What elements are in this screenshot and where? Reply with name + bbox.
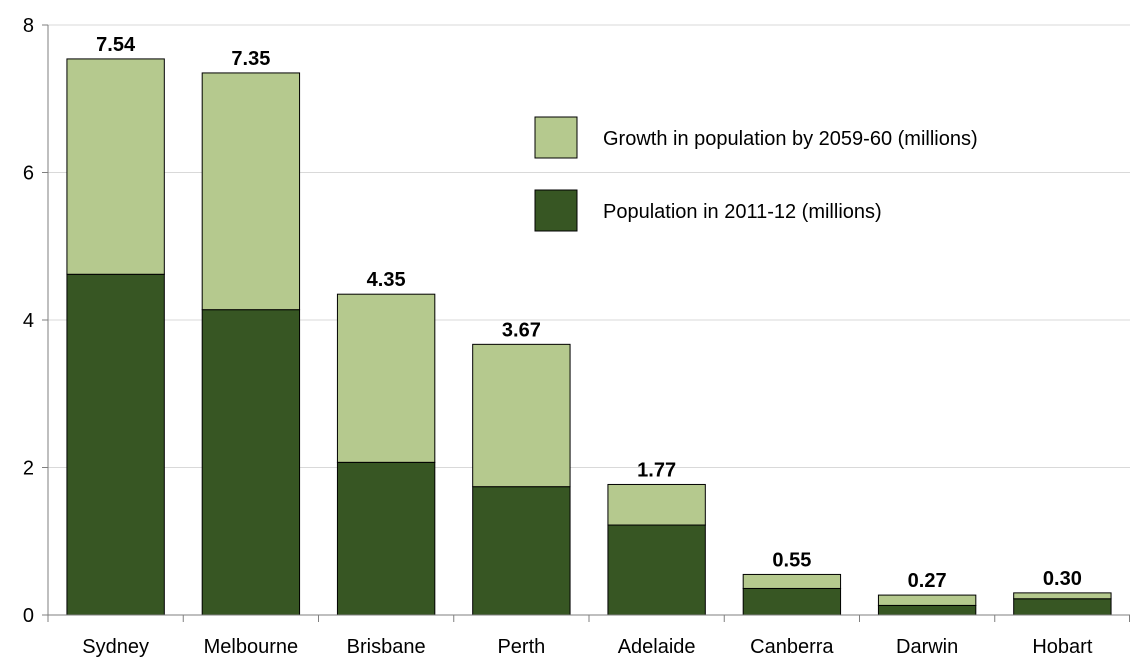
bar-total-label: 4.35 [367, 269, 406, 291]
x-category-label: Brisbane [347, 636, 426, 658]
bar-total-label: 3.67 [502, 319, 541, 341]
legend: Growth in population by 2059-60 (million… [534, 116, 978, 232]
bar-segment-population-2011-12 [66, 273, 165, 616]
y-tick-label: 4 [23, 310, 34, 332]
bar-segment-growth-2059-60 [1013, 592, 1112, 600]
bar-total-label: 0.30 [1043, 568, 1082, 590]
bar-segment-population-2011-12 [1013, 598, 1112, 616]
bar-segment-population-2011-12 [742, 587, 842, 616]
x-category-label: Darwin [896, 636, 958, 658]
bar-total-label: 7.54 [96, 34, 136, 56]
bar-segment-growth-2059-60 [607, 483, 706, 526]
legend-swatch [534, 189, 578, 232]
labels: 0 2 4 6 8 7.54 Sydney 7.35 Melbourne 4.35 Brisbane… [23, 15, 1093, 658]
legend-swatch [534, 116, 578, 159]
bar-total-label: 1.77 [637, 459, 676, 481]
legend-label: Growth in population by 2059-60 (million… [603, 128, 978, 150]
x-category-label: Sydney [82, 636, 149, 658]
legend-label: Population in 2011-12 (millions) [603, 201, 882, 223]
y-tick-label: 6 [23, 163, 34, 185]
x-category-label: Perth [497, 636, 545, 658]
y-tick-label: 2 [23, 458, 34, 480]
bar-segment-population-2011-12 [877, 604, 977, 616]
x-category-label: Canberra [750, 636, 834, 658]
bars [66, 58, 1112, 616]
x-category-label: Melbourne [204, 636, 299, 658]
bar-segment-population-2011-12 [201, 309, 301, 616]
bar-segment-growth-2059-60 [336, 293, 436, 463]
bar-segment-growth-2059-60 [742, 573, 842, 589]
bar-total-label: 7.35 [231, 48, 270, 70]
bar-segment-population-2011-12 [336, 461, 436, 616]
bar-segment-growth-2059-60 [877, 594, 977, 606]
bar-segment-population-2011-12 [607, 524, 706, 616]
x-category-label: Hobart [1032, 636, 1092, 658]
bar-total-label: 0.55 [772, 549, 811, 571]
y-tick-label: 0 [23, 605, 34, 627]
bar-total-label: 0.27 [908, 570, 947, 592]
x-category-label: Adelaide [618, 636, 696, 658]
bar-segment-growth-2059-60 [201, 72, 301, 311]
bar-segment-growth-2059-60 [472, 343, 571, 488]
bar-segment-population-2011-12 [472, 486, 571, 616]
axes [42, 24, 1130, 622]
y-tick-label: 8 [23, 15, 34, 37]
bar-segment-growth-2059-60 [66, 58, 165, 275]
